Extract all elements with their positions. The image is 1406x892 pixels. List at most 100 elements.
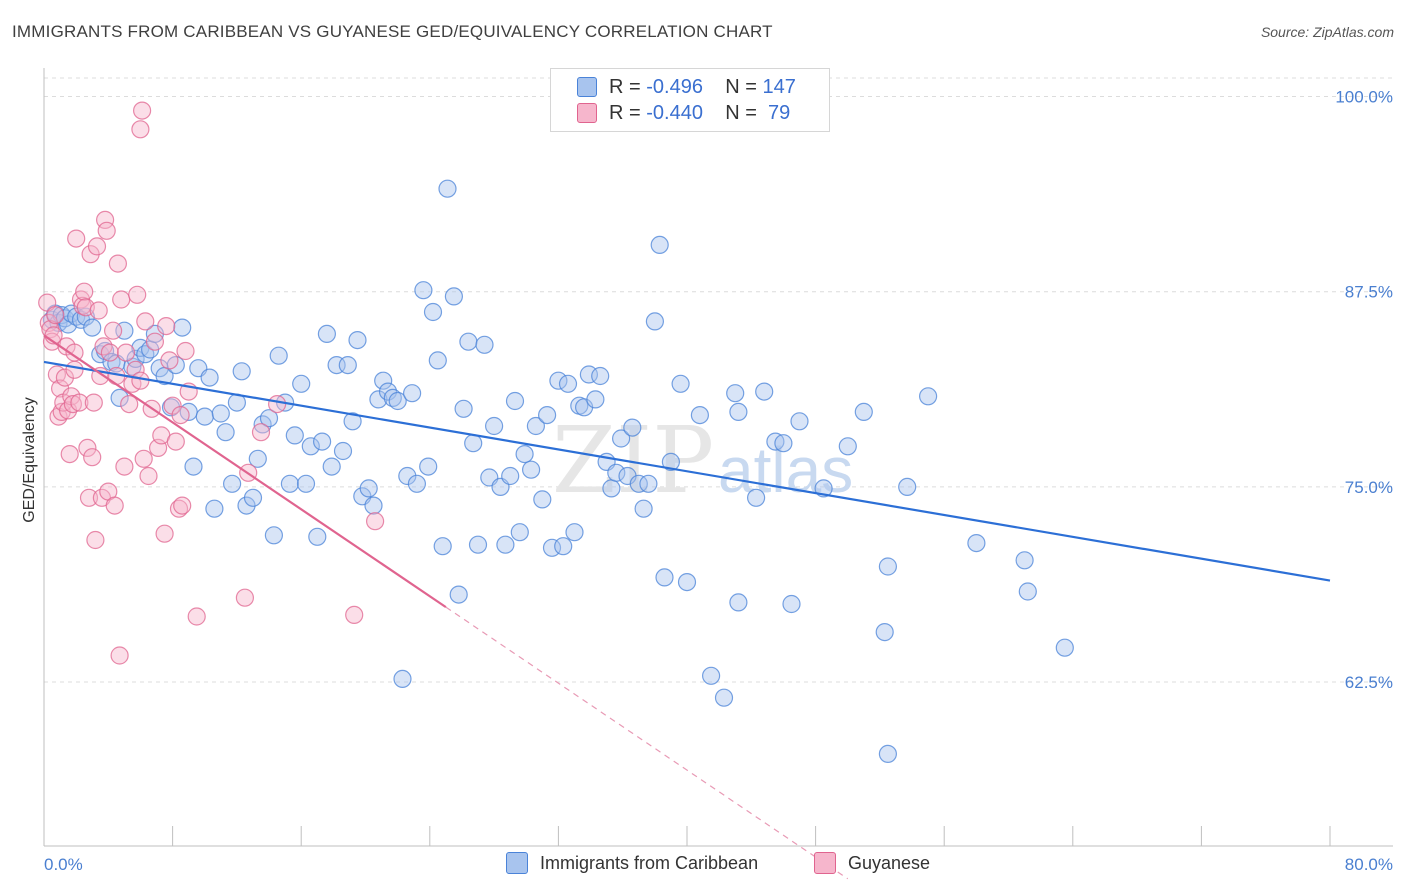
data-point <box>232 362 251 381</box>
data-point <box>301 437 320 456</box>
legend-stats-text: R = -0.440 N = 79 <box>609 101 791 124</box>
data-point <box>97 221 116 240</box>
data-point <box>774 434 793 453</box>
data-point <box>145 332 164 351</box>
data-point <box>475 335 494 354</box>
data-point <box>131 371 150 390</box>
legend-swatch-caribbean <box>577 77 597 97</box>
data-point <box>63 395 83 414</box>
data-point <box>87 237 107 256</box>
series-guyanese <box>38 101 385 665</box>
data-point <box>343 412 362 431</box>
x-tick-label-min: 0.0% <box>44 855 83 874</box>
data-point <box>1055 638 1074 657</box>
data-point <box>133 101 152 120</box>
data-point <box>338 356 357 375</box>
legend-item-guyanese: Guyanese <box>814 852 930 874</box>
data-point <box>526 416 546 436</box>
data-point <box>878 744 898 764</box>
data-point <box>169 499 189 518</box>
data-point <box>898 477 917 496</box>
data-point <box>70 393 89 412</box>
legend-swatch-guyanese <box>814 852 836 874</box>
data-point <box>423 302 443 322</box>
legend-stats-text: R = -0.496 N = 147 <box>609 75 796 98</box>
data-point <box>586 390 605 409</box>
data-point <box>160 351 179 370</box>
data-point <box>292 374 311 393</box>
series-caribbean <box>42 179 1074 764</box>
data-point <box>501 466 520 486</box>
data-point <box>79 488 99 507</box>
data-point <box>393 669 412 689</box>
data-point <box>216 423 235 442</box>
data-point <box>120 395 139 414</box>
data-point <box>105 496 124 515</box>
data-point <box>755 382 774 401</box>
data-point <box>468 535 488 554</box>
data-point <box>115 457 134 476</box>
data-point <box>78 438 97 457</box>
data-point <box>86 530 105 550</box>
data-point <box>383 388 402 407</box>
data-point <box>67 307 86 326</box>
data-point <box>184 457 203 476</box>
data-point <box>248 449 267 468</box>
data-point <box>729 402 748 421</box>
data-point <box>746 488 766 507</box>
legend-series: Immigrants from Caribbean Guyanese <box>0 852 1406 878</box>
data-point <box>205 499 224 518</box>
legend-label-caribbean: Immigrants from Caribbean <box>540 852 759 873</box>
data-point <box>84 393 103 412</box>
data-point <box>438 179 457 198</box>
data-point <box>366 512 385 531</box>
data-point <box>485 416 504 436</box>
data-point <box>187 607 206 626</box>
data-point <box>333 441 353 461</box>
data-point <box>83 318 102 337</box>
chart-title: IMMIGRANTS FROM CARIBBEAN VS GUYANESE GE… <box>12 22 773 41</box>
data-point <box>322 457 341 476</box>
data-point <box>790 412 809 431</box>
y-tick-labels: 62.5% 75.0% 87.5% 100.0% <box>1335 88 1393 693</box>
data-point <box>967 533 986 553</box>
data-point <box>280 474 299 493</box>
data-point <box>403 384 422 403</box>
data-point <box>103 321 123 340</box>
data-point <box>67 229 86 248</box>
data-point <box>558 374 578 393</box>
data-point <box>521 460 541 479</box>
data-point <box>108 254 128 273</box>
data-point <box>611 429 631 448</box>
data-point <box>128 285 147 304</box>
data-point <box>83 448 102 467</box>
data-point <box>464 434 483 453</box>
data-point <box>554 537 573 556</box>
data-point <box>714 688 734 707</box>
trend-line-guyanese <box>43 334 447 609</box>
data-point <box>369 390 388 409</box>
data-point <box>629 474 648 493</box>
data-point <box>407 474 426 493</box>
data-point <box>100 343 120 362</box>
data-point <box>296 474 316 493</box>
data-point <box>388 391 407 411</box>
data-point <box>655 568 674 587</box>
x-tick-label-max: 80.0% <box>1345 855 1393 874</box>
data-point <box>200 368 219 387</box>
data-point <box>449 585 468 604</box>
data-point <box>155 524 174 543</box>
data-point <box>782 594 801 614</box>
data-point <box>419 457 438 476</box>
data-point <box>112 290 131 309</box>
data-point <box>55 368 75 387</box>
data-point <box>398 466 417 486</box>
data-point <box>313 432 332 451</box>
data-point <box>139 466 158 486</box>
data-point <box>515 445 534 464</box>
data-point <box>166 432 185 451</box>
data-point <box>1018 582 1037 601</box>
data-point <box>726 384 745 403</box>
data-point <box>878 557 898 576</box>
